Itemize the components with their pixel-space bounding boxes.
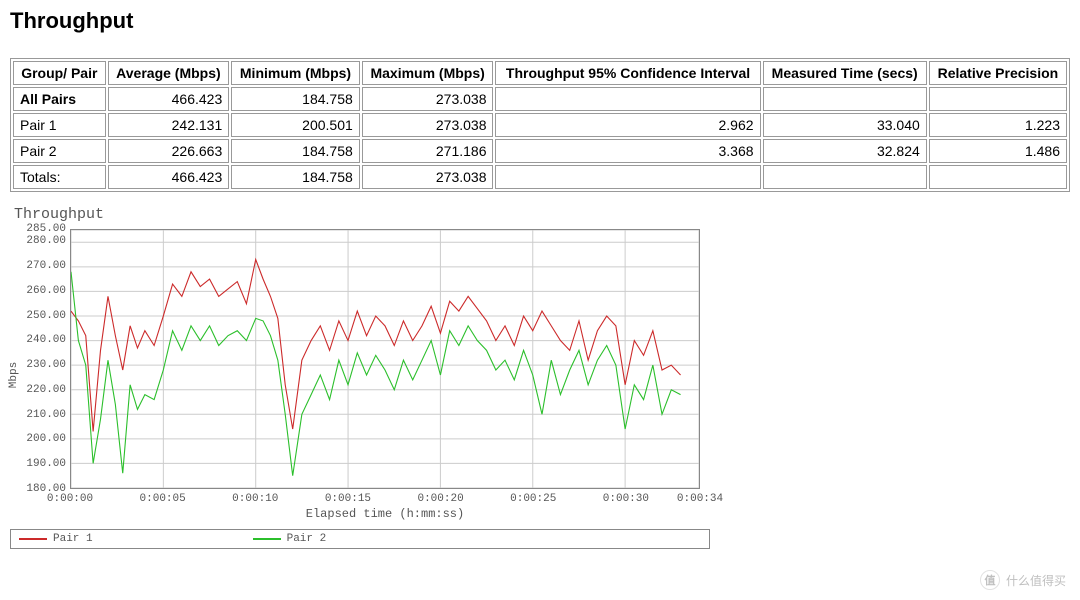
chart-ytick: 280.00 — [10, 235, 66, 247]
watermark: 值 什么值得买 — [980, 570, 1066, 590]
table-cell: 1.486 — [929, 139, 1067, 163]
table-row: Pair 1242.131200.501273.0382.96233.0401.… — [13, 113, 1067, 137]
table-cell: 242.131 — [108, 113, 230, 137]
table-cell — [929, 87, 1067, 111]
throughput-chart: Throughput Mbps Elapsed time (h:mm:ss) 1… — [10, 206, 710, 549]
chart-xtick: 0:00:00 — [47, 493, 93, 505]
chart-ytick: 250.00 — [10, 310, 66, 322]
legend-swatch — [19, 538, 47, 540]
table-cell: 200.501 — [231, 113, 360, 137]
table-cell: 273.038 — [362, 165, 494, 189]
chart-title: Throughput — [10, 206, 710, 223]
table-header: Measured Time (secs) — [763, 61, 927, 85]
legend-label: Pair 1 — [53, 533, 93, 545]
chart-ytick: 220.00 — [10, 384, 66, 396]
table-cell: 184.758 — [231, 87, 360, 111]
chart-ytick: 285.00 — [10, 223, 66, 235]
legend-item: Pair 1 — [19, 533, 93, 545]
chart-ytick: 210.00 — [10, 409, 66, 421]
watermark-icon: 值 — [980, 570, 1000, 590]
table-header: Maximum (Mbps) — [362, 61, 494, 85]
table-header: Throughput 95% Confidence Interval — [495, 61, 760, 85]
table-cell — [495, 165, 760, 189]
table-cell: 273.038 — [362, 87, 494, 111]
table-cell: 184.758 — [231, 165, 360, 189]
table-row: Pair 2226.663184.758271.1863.36832.8241.… — [13, 139, 1067, 163]
table-cell: Totals: — [13, 165, 106, 189]
table-row: All Pairs466.423184.758273.038 — [13, 87, 1067, 111]
table-cell — [495, 87, 760, 111]
chart-ytick: 270.00 — [10, 260, 66, 272]
table-cell: 33.040 — [763, 113, 927, 137]
chart-xtick: 0:00:20 — [417, 493, 463, 505]
table-header: Average (Mbps) — [108, 61, 230, 85]
table-cell — [929, 165, 1067, 189]
table-cell — [763, 87, 927, 111]
legend-label: Pair 2 — [287, 533, 327, 545]
chart-ytick: 240.00 — [10, 334, 66, 346]
chart-ytick: 230.00 — [10, 359, 66, 371]
table-cell: 1.223 — [929, 113, 1067, 137]
table-cell: Pair 2 — [13, 139, 106, 163]
table-cell: Pair 1 — [13, 113, 106, 137]
legend-item: Pair 2 — [253, 533, 327, 545]
legend-swatch — [253, 538, 281, 540]
table-header: Group/ Pair — [13, 61, 106, 85]
chart-xtick: 0:00:10 — [232, 493, 278, 505]
chart-ytick: 200.00 — [10, 433, 66, 445]
table-cell: 3.368 — [495, 139, 760, 163]
table-cell: 32.824 — [763, 139, 927, 163]
chart-xtick: 0:00:25 — [510, 493, 556, 505]
table-header: Minimum (Mbps) — [231, 61, 360, 85]
table-cell: 184.758 — [231, 139, 360, 163]
table-cell: 271.186 — [362, 139, 494, 163]
table-cell: 2.962 — [495, 113, 760, 137]
page-title: Throughput — [10, 8, 1070, 34]
chart-xtick: 0:00:34 — [677, 493, 723, 505]
table-cell: All Pairs — [13, 87, 106, 111]
chart-legend: Pair 1 Pair 2 — [10, 529, 710, 549]
table-cell: 273.038 — [362, 113, 494, 137]
table-header: Relative Precision — [929, 61, 1067, 85]
chart-xtick: 0:00:30 — [603, 493, 649, 505]
throughput-table: Group/ PairAverage (Mbps)Minimum (Mbps)M… — [10, 58, 1070, 192]
table-cell: 466.423 — [108, 165, 230, 189]
watermark-text: 什么值得买 — [1006, 572, 1066, 589]
chart-ytick: 190.00 — [10, 458, 66, 470]
table-cell: 466.423 — [108, 87, 230, 111]
chart-ytick: 260.00 — [10, 285, 66, 297]
table-row: Totals:466.423184.758273.038 — [13, 165, 1067, 189]
chart-xtick: 0:00:15 — [325, 493, 371, 505]
table-cell — [763, 165, 927, 189]
chart-xtick: 0:00:05 — [140, 493, 186, 505]
table-cell: 226.663 — [108, 139, 230, 163]
chart-xlabel: Elapsed time (h:mm:ss) — [70, 507, 700, 521]
